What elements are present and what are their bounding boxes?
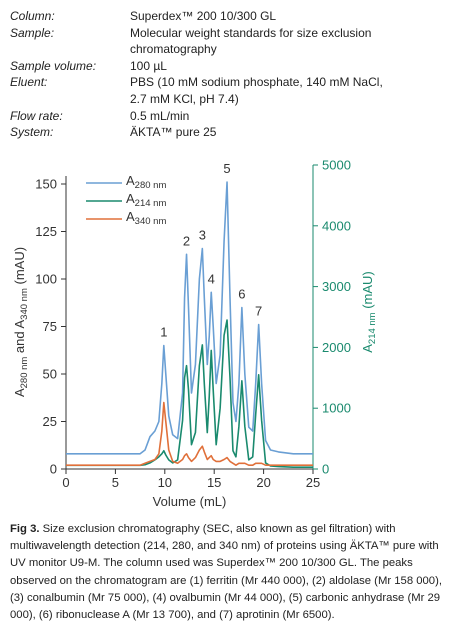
y-tick-label: 150: [35, 177, 57, 192]
param-label: System:: [10, 125, 54, 140]
param-label: Eluent:: [10, 75, 48, 90]
y2-tick-label: 5000: [322, 158, 351, 173]
y-tick-label: 75: [43, 319, 57, 334]
y2-tick-label: 3000: [322, 279, 351, 294]
chart: 0 5 10 15 20 25025507510012515001000200030004…: [12, 158, 378, 510]
param-label: Column:: [10, 9, 55, 23]
y2-tick-label: 1000: [322, 401, 351, 416]
param-value: PBS (10 mM sodium phosphate, 140 mM NaCl…: [130, 75, 383, 106]
y-tick-label: 25: [43, 414, 57, 429]
param-value: 0.5 mL/min: [130, 108, 190, 123]
peak-label: 2: [183, 233, 190, 248]
peak-label: 4: [208, 271, 215, 286]
peak-label: 3: [199, 228, 206, 243]
y2-axis-label: A214 nm (mAU): [360, 271, 378, 353]
peak-label: 7: [255, 304, 262, 319]
x-tick-label: 10: [158, 475, 172, 490]
y-tick-label: 50: [43, 367, 57, 382]
x-tick-label: 15: [207, 475, 221, 490]
data-line: [66, 181, 313, 455]
param-row: Sample: Molecular weight standards for si…: [10, 25, 388, 58]
param-label: Sample:: [10, 25, 55, 40]
y-tick-label: 125: [35, 224, 57, 239]
param-value: Molecular weight standards for size excl…: [130, 25, 372, 57]
y2-tick-label: 0: [322, 462, 329, 477]
y-tick-label: 0: [50, 462, 57, 477]
parameters: Column: Superdex™ 200 10/300 GL Sample: Mol…: [10, 8, 388, 141]
param-value: ÄKTA™ pure 25: [130, 125, 217, 140]
param-row: Flow rate: 0.5 mL/min: [10, 108, 388, 125]
legend-label: A340 nm: [126, 209, 166, 227]
y-axis-label: A280 nm and A340 nm (mAU): [12, 247, 30, 397]
peak-label: 5: [223, 161, 230, 176]
peak-label: 6: [238, 287, 245, 302]
legend-label: A280 nm: [126, 173, 166, 191]
x-tick-label: 0: [62, 475, 69, 490]
x-tick-label: 20: [256, 475, 270, 490]
peak-label: 1: [160, 325, 167, 340]
param-value: 100 µL: [130, 58, 167, 73]
data-line: [66, 401, 313, 466]
param-row: Column: Superdex™ 200 10/300 GL: [10, 8, 388, 25]
param-row: System: ÄKTA™ pure 25: [10, 124, 388, 141]
x-tick-label: 25: [306, 475, 320, 490]
x-tick-label: 5: [112, 475, 119, 490]
y2-tick-label: 4000: [322, 218, 351, 233]
y-tick-label: 100: [35, 272, 57, 287]
legend-label: A214 nm: [126, 191, 166, 209]
x-axis-label: Volume (mL): [153, 494, 227, 509]
param-row: Sample volume: 100 µL: [10, 58, 388, 75]
caption-text: Size exclusion chromatography (SEC, also…: [10, 523, 442, 622]
param-row: Eluent: PBS (10 mM sodium phosphate, 140 …: [10, 74, 388, 107]
param-label: Flow rate:: [10, 108, 63, 123]
caption: Fig 3. Size exclusion chromatography (SE…: [10, 521, 442, 624]
param-value: Superdex™ 200 10/300 GL: [130, 9, 277, 23]
y2-tick-label: 2000: [322, 340, 351, 355]
caption-label: Fig 3.: [10, 523, 40, 535]
param-label: Sample volume:: [10, 58, 97, 73]
